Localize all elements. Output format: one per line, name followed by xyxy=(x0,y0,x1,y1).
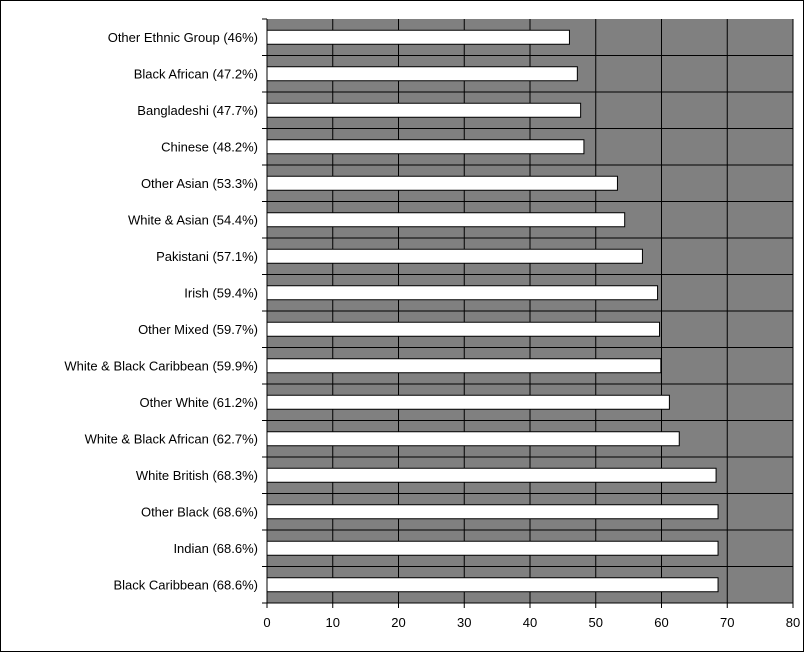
bar xyxy=(266,212,626,228)
x-tick-label: 40 xyxy=(523,615,537,630)
bar xyxy=(266,321,661,337)
x-tick-label: 60 xyxy=(654,615,668,630)
x-tick-label: 10 xyxy=(326,615,340,630)
x-tick-label: 80 xyxy=(786,615,800,630)
category-label: White British (68.3%) xyxy=(136,468,258,483)
category-label: Bangladeshi (47.7%) xyxy=(137,103,258,118)
bar xyxy=(266,431,680,447)
category-label: Irish (59.4%) xyxy=(184,285,258,300)
category-label: White & Black Caribbean (59.9%) xyxy=(64,358,258,373)
category-label: Other Black (68.6%) xyxy=(141,504,258,519)
bar xyxy=(266,504,719,520)
x-tick-label: 70 xyxy=(720,615,734,630)
category-label: Black Caribbean (68.6%) xyxy=(113,577,258,592)
x-tick-label: 20 xyxy=(391,615,405,630)
x-tick-label: 0 xyxy=(263,615,270,630)
axes xyxy=(262,18,794,608)
category-label: Other Ethnic Group (46%) xyxy=(108,30,258,45)
bars xyxy=(266,29,719,593)
bar xyxy=(266,285,659,301)
bar xyxy=(266,29,570,45)
category-labels: Other Ethnic Group (46%) Black African (4… xyxy=(64,30,258,593)
bar xyxy=(266,394,670,410)
bar xyxy=(266,467,717,483)
category-label: Pakistani (57.1%) xyxy=(156,249,258,264)
bar xyxy=(266,248,643,264)
x-tick-label: 50 xyxy=(589,615,603,630)
category-label: Other White (61.2%) xyxy=(140,395,259,410)
category-label: White & Asian (54.4%) xyxy=(128,212,258,227)
bar xyxy=(266,577,719,593)
category-label: Chinese (48.2%) xyxy=(161,139,258,154)
category-label: Other Mixed (59.7%) xyxy=(138,322,258,337)
category-label: Indian (68.6%) xyxy=(173,541,258,556)
category-label: White & Black African (62.7%) xyxy=(85,431,258,446)
bar xyxy=(266,175,618,191)
bar xyxy=(266,102,582,118)
category-label: Black African (47.2%) xyxy=(134,66,258,81)
category-label: Other Asian (53.3%) xyxy=(141,176,258,191)
bar xyxy=(266,358,662,374)
x-tick-labels: 0 10 20 30 40 50 60 70 80 xyxy=(263,615,800,630)
bar xyxy=(266,66,578,82)
bar xyxy=(266,139,585,155)
x-tick-label: 30 xyxy=(457,615,471,630)
bar xyxy=(266,540,719,556)
